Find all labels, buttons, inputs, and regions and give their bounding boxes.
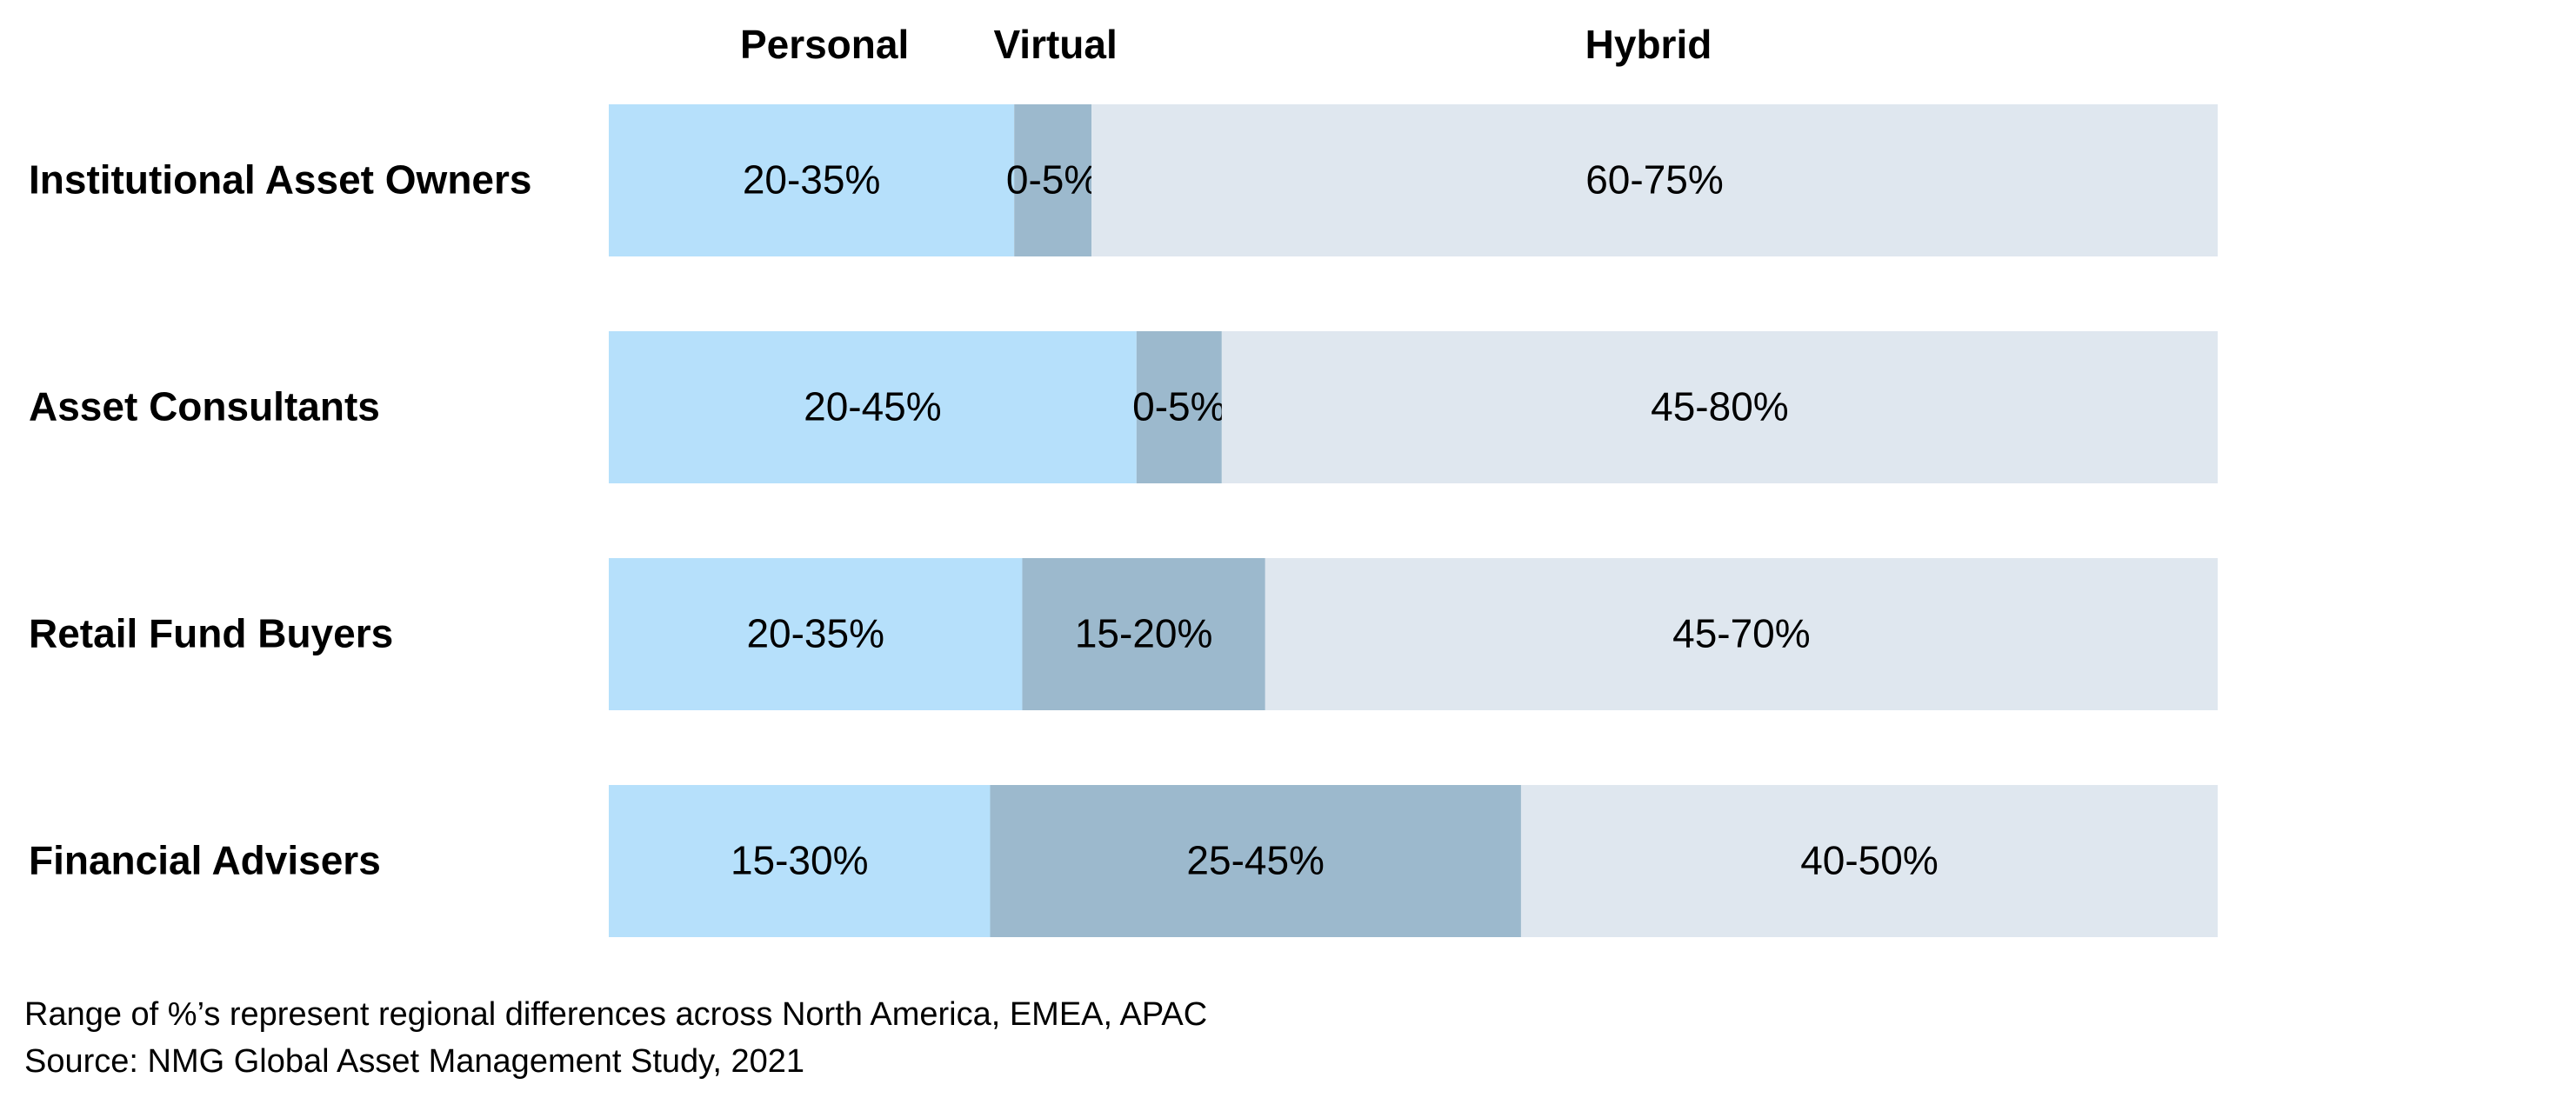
column-header-virtual: Virtual — [993, 22, 1117, 67]
chart-rows: Institutional Asset Owners 20-35% 0-5% 60-7… — [29, 104, 2218, 937]
bar-segment-virtual — [1014, 104, 1091, 256]
row-label: Asset Consultants — [29, 384, 380, 429]
data-label-hybrid: 45-80% — [1651, 384, 1789, 429]
footnote-regional: Range of %’s represent regional differen… — [24, 996, 1208, 1033]
bar-segment-personal — [609, 104, 1015, 256]
bar-segment-virtual — [1136, 331, 1222, 483]
footnote-source: Source: NMG Global Asset Management Stud… — [24, 1043, 804, 1080]
bar-segment-virtual — [990, 785, 1521, 937]
data-label-personal: 15-30% — [731, 838, 869, 883]
data-label-virtual: 15-20% — [1075, 611, 1213, 656]
bar-segment-hybrid — [1265, 558, 2218, 710]
data-label-hybrid: 40-50% — [1800, 838, 1939, 883]
column-header-hybrid: Hybrid — [1585, 22, 1712, 67]
data-label-virtual: 0-5% — [1132, 384, 1225, 429]
row-label: Financial Advisers — [29, 838, 381, 883]
data-label-virtual: 0-5% — [1006, 157, 1099, 203]
bar-segment-personal — [609, 331, 1137, 483]
bar-row: Institutional Asset Owners 20-35% 0-5% 60-7… — [29, 104, 2218, 256]
bar-segment-personal — [609, 558, 1023, 710]
column-header-personal: Personal — [740, 22, 909, 67]
bar-segment-personal — [609, 785, 991, 937]
data-label-personal: 20-35% — [746, 611, 884, 656]
bar-segment-hybrid — [1221, 331, 2218, 483]
data-label-hybrid: 45-70% — [1672, 611, 1811, 656]
bar-segment-hybrid — [1091, 104, 2218, 256]
bar-row: Financial Advisers 15-30% 25-45% 40-50% — [29, 785, 2218, 937]
row-label: Retail Fund Buyers — [29, 611, 393, 656]
bar-row: Asset Consultants 20-45% 0-5% 45-80% — [29, 331, 2218, 483]
row-label: Institutional Asset Owners — [29, 157, 532, 203]
data-label-virtual: 25-45% — [1186, 838, 1325, 883]
data-label-hybrid: 60-75% — [1585, 157, 1724, 203]
bar-row: Retail Fund Buyers 20-35% 15-20% 45-70% — [29, 558, 2218, 710]
data-label-personal: 20-35% — [743, 157, 881, 203]
bar-segment-hybrid — [1520, 785, 2218, 937]
data-label-personal: 20-45% — [804, 384, 942, 429]
bar-segment-virtual — [1022, 558, 1265, 710]
column-headers: Personal Virtual Hybrid — [740, 22, 1712, 67]
